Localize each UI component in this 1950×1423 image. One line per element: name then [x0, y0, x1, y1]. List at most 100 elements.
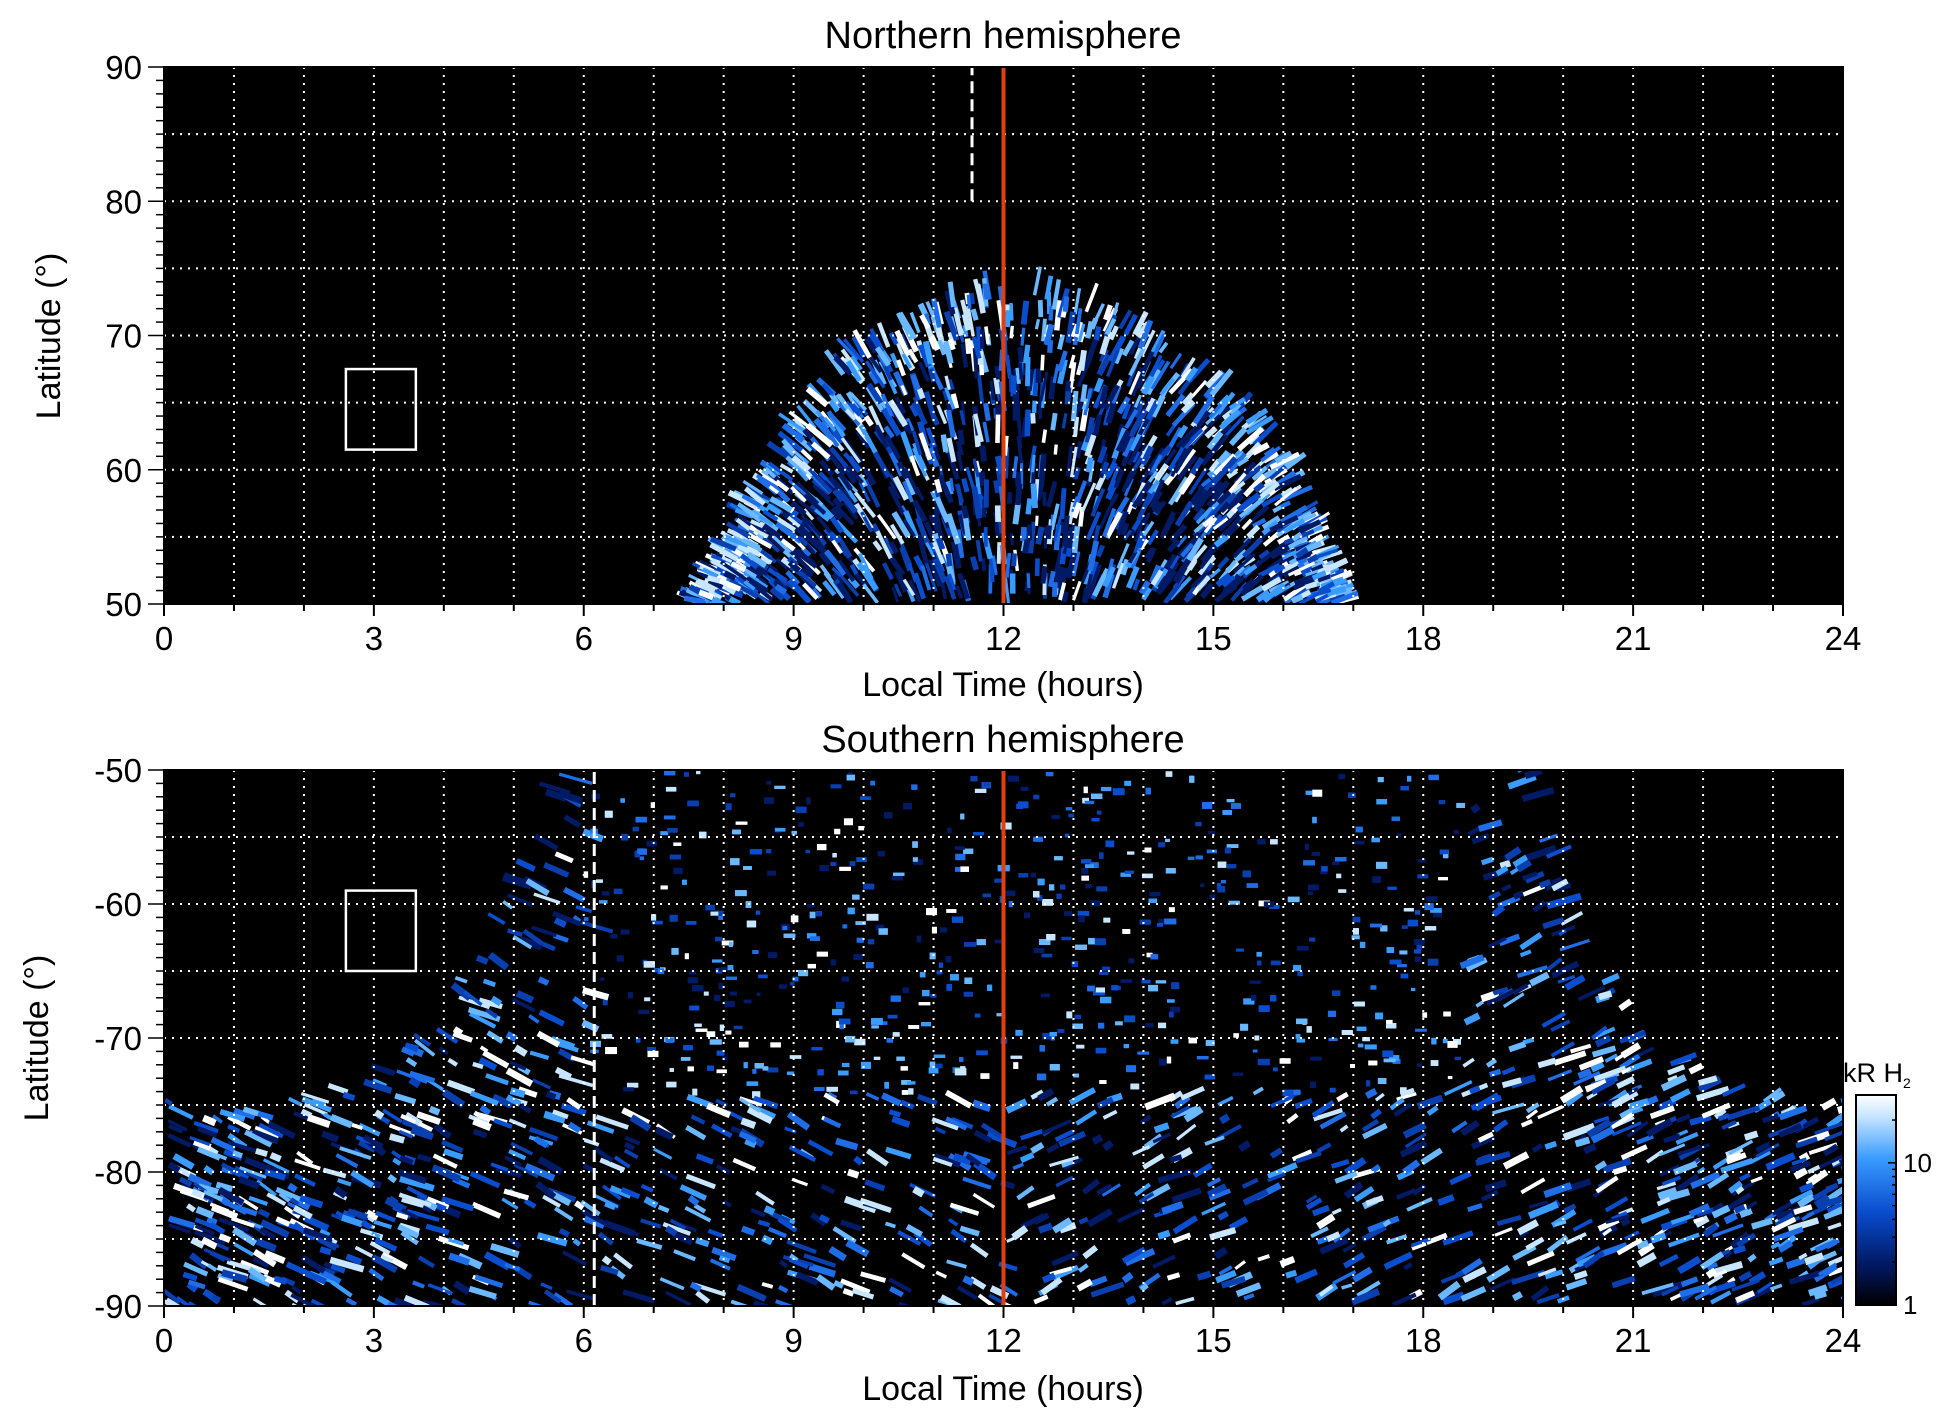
south-emission-streak — [1507, 773, 1537, 790]
south-emission-streak — [977, 1293, 995, 1306]
north-emission-streak — [1242, 578, 1256, 592]
south-emission-streak — [545, 1091, 557, 1101]
south-emission-streak — [1520, 1119, 1533, 1128]
south-emission-streak — [889, 1286, 904, 1298]
south-emission-speck — [1120, 979, 1132, 983]
south-emission-streak — [1311, 1100, 1335, 1118]
north-emission-streak — [1056, 567, 1069, 596]
south-emission-speck — [1208, 831, 1216, 835]
south-emission-streak — [217, 1277, 249, 1292]
south-emission-streak — [294, 1158, 321, 1171]
south-emission-streak — [339, 1146, 372, 1160]
south-emission-streak — [777, 1216, 798, 1233]
north-emission-streak — [1236, 457, 1249, 467]
north-emission-streak — [1308, 559, 1325, 572]
south-emission-streak — [1331, 1207, 1342, 1215]
north-emission-streak — [970, 308, 979, 321]
north-emission-streak — [1169, 352, 1183, 370]
north-emission-streak — [804, 541, 816, 555]
north-emission-streak — [709, 542, 739, 562]
north-emission-streak — [1090, 303, 1105, 330]
south-emission-speck — [954, 846, 965, 850]
south-emission-streak — [337, 1178, 352, 1187]
south-emission-speck — [1090, 793, 1103, 800]
north-emission-streak — [822, 479, 837, 494]
south-emission-speck — [743, 999, 752, 1004]
south-emission-streak — [1286, 1113, 1299, 1124]
north-emission-streak — [1168, 368, 1194, 395]
north-emission-streak — [1042, 491, 1047, 507]
south-emission-streak — [1356, 1280, 1381, 1298]
south-emission-streak — [1060, 1159, 1074, 1168]
south-emission-speck — [1243, 998, 1255, 1005]
south-emission-streak — [755, 1190, 775, 1206]
north-emission-streak — [789, 550, 815, 575]
north-emission-streak — [737, 524, 754, 535]
south-emission-streak — [1657, 1187, 1677, 1199]
south-emission-streak — [572, 915, 582, 923]
north-xtick-label: 15 — [1195, 620, 1232, 657]
south-emission-speck — [721, 940, 734, 946]
north-emission-streak — [1312, 588, 1332, 597]
south-emission-streak — [485, 1073, 509, 1086]
south-emission-streak — [1462, 1057, 1475, 1068]
north-emission-streak — [900, 384, 908, 396]
north-emission-streak — [1016, 400, 1021, 428]
south-emission-streak — [233, 1107, 256, 1120]
north-emission-streak — [888, 449, 905, 477]
north-emission-streak — [1157, 575, 1169, 590]
south-emission-speck — [1205, 1040, 1215, 1046]
north-emission-streak — [1287, 561, 1316, 577]
south-emission-speck — [1094, 938, 1106, 946]
north-emission-streak — [843, 338, 865, 364]
south-emission-streak — [1756, 1281, 1773, 1294]
south-emission-speck — [908, 1025, 920, 1029]
north-emission-streak — [1060, 521, 1065, 534]
south-emission-speck — [768, 952, 778, 958]
south-emission-speck — [976, 1050, 988, 1056]
south-emission-speck — [683, 1045, 693, 1051]
south-emission-speck — [955, 853, 966, 861]
north-emission-streak — [1051, 582, 1058, 597]
south-emission-streak — [360, 1219, 373, 1230]
north-emission-streak — [1009, 302, 1014, 321]
south-emission-streak — [1478, 819, 1503, 832]
south-emission-streak — [490, 1162, 509, 1172]
south-emission-streak — [1795, 1136, 1818, 1149]
south-emission-streak — [264, 1250, 286, 1264]
south-emission-speck — [858, 826, 865, 831]
south-emission-streak — [469, 1171, 501, 1189]
north-emission-streak — [725, 521, 752, 540]
south-emission-speck — [1338, 773, 1345, 780]
south-emission-streak — [659, 1277, 685, 1291]
north-emission-streak — [984, 326, 990, 345]
south-emission-speck — [752, 950, 759, 954]
south-emission-streak — [441, 1139, 464, 1153]
south-emission-streak — [1669, 1052, 1698, 1067]
north-emission-streak — [1032, 266, 1043, 296]
north-emission-streak — [1083, 338, 1099, 369]
south-emission-speck — [1217, 886, 1226, 893]
south-emission-speck — [1454, 1056, 1461, 1061]
north-emission-streak — [1009, 532, 1015, 546]
south-emission-speck — [1033, 836, 1043, 842]
north-emission-streak — [1269, 451, 1301, 470]
south-emission-streak — [1645, 1149, 1665, 1164]
south-emission-speck — [847, 772, 853, 777]
north-emission-streak — [955, 585, 964, 599]
south-emission-speck — [743, 866, 752, 870]
south-emission-speck — [1389, 959, 1402, 965]
south-emission-speck — [1327, 1010, 1336, 1017]
south-emission-speck — [754, 1063, 764, 1069]
north-emission-streak — [806, 440, 818, 453]
north-emission-streak — [799, 567, 814, 580]
south-emission-speck — [598, 900, 608, 904]
north-emission-streak — [1081, 482, 1097, 513]
south-emission-streak — [1512, 890, 1525, 900]
south-emission-streak — [1768, 1256, 1784, 1266]
south-emission-streak — [560, 1102, 587, 1116]
north-emission-streak — [918, 432, 933, 461]
north-emission-streak — [1108, 325, 1119, 341]
north-emission-streak — [837, 572, 860, 598]
south-emission-streak — [1658, 1143, 1686, 1157]
